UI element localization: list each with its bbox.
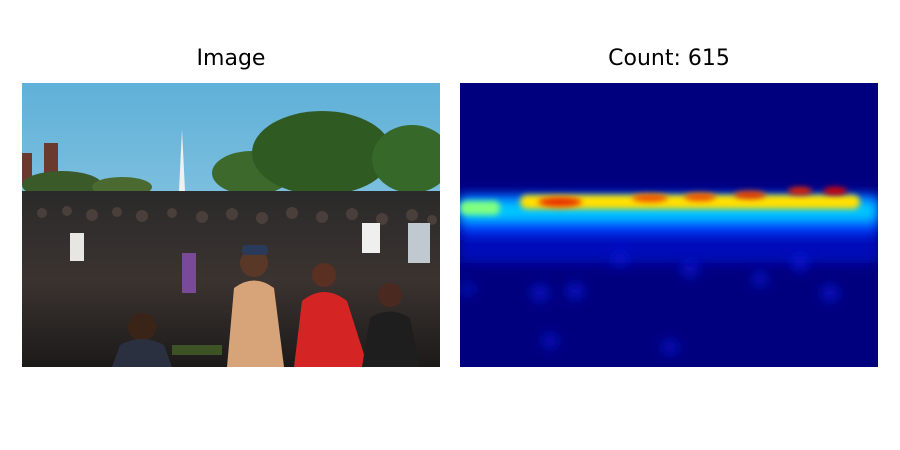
castle-building	[22, 153, 32, 185]
monument	[179, 129, 185, 191]
tree-line	[22, 111, 440, 199]
man-left-foreground	[112, 313, 172, 367]
density-map-title: Count: 615	[608, 46, 730, 71]
density-heatmap-drawing	[460, 83, 878, 367]
image-panel-title: Image	[196, 46, 266, 71]
heatmap-faint-spots	[462, 252, 838, 354]
shirts	[70, 223, 430, 293]
density-heatmap	[460, 83, 878, 367]
crowd-photo	[22, 83, 440, 367]
heatmap-warm-band	[460, 195, 860, 215]
heatmap-hot-spots	[538, 187, 847, 207]
crowd-heads	[37, 206, 437, 225]
crowd-photo-drawing	[22, 83, 440, 367]
man-tan-jacket	[227, 245, 284, 367]
man-red-jacket	[294, 263, 368, 367]
woman-black-jacket	[362, 283, 420, 367]
grass	[172, 345, 222, 355]
